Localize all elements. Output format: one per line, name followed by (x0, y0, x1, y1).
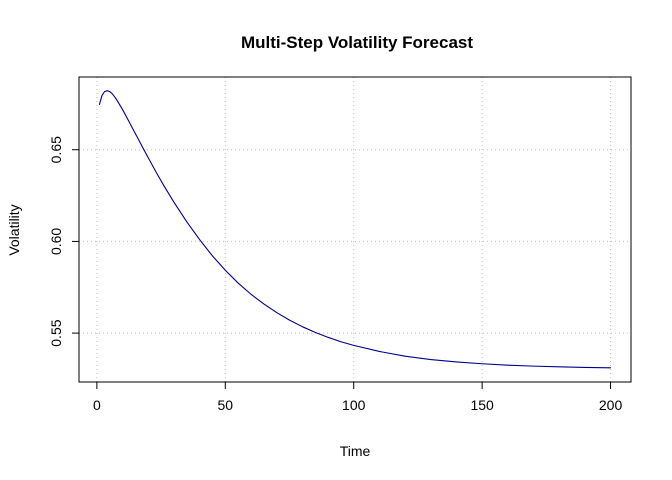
series-layer (98, 90, 612, 369)
y-axis: 0.55 0.60 0.65 (48, 136, 80, 347)
x-tick-label: 100 (342, 397, 366, 413)
grid-lines (79, 77, 631, 382)
series-line-volatility (98, 90, 612, 369)
y-axis-label: Volatility (6, 204, 22, 255)
x-tick-label: 50 (218, 397, 234, 413)
y-tick-label: 0.60 (48, 228, 64, 255)
x-axis-label: Time (340, 443, 371, 459)
x-tick-label: 0 (93, 397, 101, 413)
x-axis: 0 50 100 150 200 (93, 381, 623, 413)
y-tick-label: 0.55 (48, 319, 64, 346)
x-tick-label: 200 (599, 397, 623, 413)
y-tick-label: 0.65 (48, 136, 64, 163)
x-tick-label: 150 (470, 397, 494, 413)
chart-title: Multi-Step Volatility Forecast (241, 33, 473, 52)
